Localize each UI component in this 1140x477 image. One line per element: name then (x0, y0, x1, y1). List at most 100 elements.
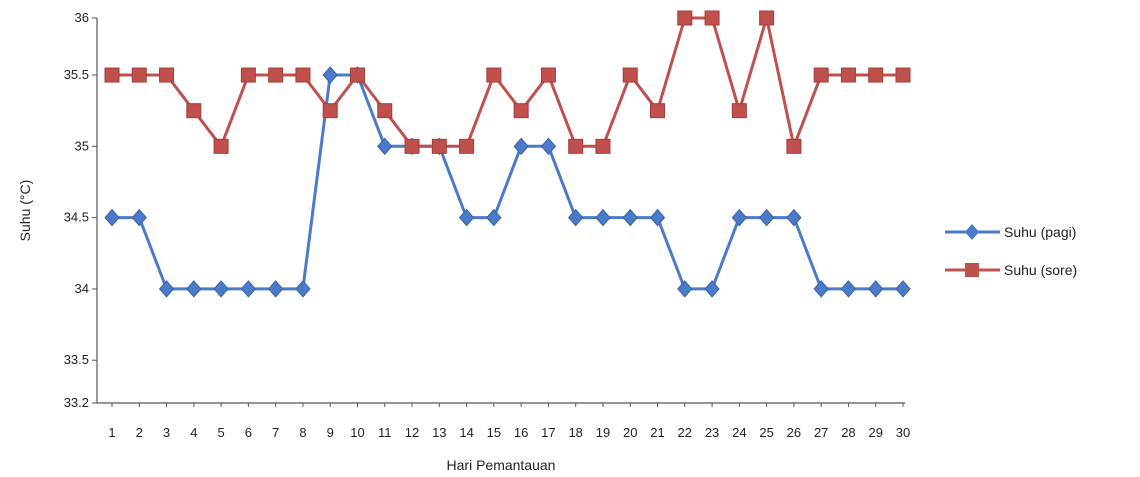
y-tick-label: 35.5 (64, 67, 89, 82)
data-point (731, 103, 747, 119)
x-tick-label: 12 (405, 425, 419, 440)
legend-label: Suhu (pagi) (1004, 224, 1076, 240)
data-point (131, 208, 147, 227)
data-point (104, 67, 120, 83)
data-point (322, 103, 338, 119)
data-point (186, 280, 202, 298)
data-point (758, 208, 775, 227)
data-point (213, 138, 229, 154)
data-point (513, 137, 529, 156)
data-point (704, 10, 720, 26)
x-tick-label: 23 (705, 425, 719, 440)
x-tick-label: 1 (108, 425, 115, 440)
data-point (349, 67, 365, 83)
data-point (458, 208, 475, 227)
x-tick-label: 16 (514, 425, 528, 440)
data-point (677, 280, 693, 298)
x-tick-label: 27 (814, 425, 828, 440)
data-point (322, 66, 338, 84)
x-tick-label: 5 (217, 425, 224, 440)
x-tick-label: 28 (841, 425, 855, 440)
series-line (112, 16, 903, 148)
data-point (158, 280, 175, 298)
y-axis-ticks: 33.2 33.5 34 34.5 35 35.5 36 (64, 10, 97, 410)
y-axis-label: Suhu (°C) (17, 180, 33, 242)
data-point (595, 208, 611, 227)
data-point (540, 137, 557, 156)
data-point (759, 10, 775, 26)
y-tick-label: 35 (75, 138, 89, 153)
data-point (840, 280, 857, 298)
data-point (622, 208, 638, 227)
data-point (486, 67, 502, 83)
data-point (404, 138, 420, 154)
data-point (622, 67, 638, 83)
data-point (595, 138, 611, 154)
data-point (104, 208, 120, 227)
series-layer (104, 10, 911, 298)
data-point (377, 137, 393, 156)
data-point (568, 208, 584, 227)
x-tick-label: 4 (190, 425, 197, 440)
data-point (786, 208, 802, 227)
x-tick-label: 18 (568, 425, 582, 440)
x-tick-label: 10 (350, 425, 364, 440)
x-tick-label: 8 (299, 425, 306, 440)
legend-label: Suhu (sore) (1004, 262, 1077, 278)
series-2 (104, 10, 911, 154)
data-point (650, 103, 666, 119)
x-axis-ticks: 1 2 3 4 5 6 7 8 9 10 11 12 13 14 15 16 17 18 19 20 21 22 23 24 2… (108, 403, 910, 440)
legend-item: Suhu (pagi) (945, 224, 1076, 240)
x-tick-label: 25 (759, 425, 773, 440)
data-point (486, 208, 502, 227)
data-point (813, 67, 829, 83)
data-point (159, 67, 175, 83)
x-tick-label: 30 (896, 425, 910, 440)
x-tick-label: 14 (459, 425, 473, 440)
x-tick-label: 21 (650, 425, 664, 440)
x-tick-label: 29 (868, 425, 882, 440)
x-tick-label: 24 (732, 425, 746, 440)
data-point (895, 280, 911, 298)
x-tick-label: 15 (487, 425, 501, 440)
data-point (213, 280, 229, 298)
data-point (267, 280, 284, 298)
x-tick-label: 26 (787, 425, 801, 440)
x-tick-label: 6 (245, 425, 252, 440)
data-point (895, 67, 911, 83)
data-point (649, 208, 666, 227)
data-point (813, 280, 829, 298)
data-point (840, 67, 856, 83)
x-tick-label: 7 (272, 425, 279, 440)
data-point (786, 138, 802, 154)
series-1 (104, 66, 911, 298)
y-tick-label: 33.5 (64, 352, 89, 367)
data-point (568, 138, 584, 154)
y-tick-label: 33.2 (64, 395, 89, 410)
data-point (295, 280, 311, 298)
x-tick-label: 13 (432, 425, 446, 440)
data-point (377, 103, 393, 119)
x-tick-label: 22 (678, 425, 692, 440)
x-tick-label: 9 (327, 425, 334, 440)
data-point (868, 67, 884, 83)
data-point (295, 67, 311, 83)
data-point (131, 67, 147, 83)
legend: Suhu (pagi) Suhu (sore) (945, 224, 1077, 278)
y-tick-label: 34.5 (64, 210, 89, 225)
x-tick-label: 2 (136, 425, 143, 440)
data-point (677, 10, 693, 26)
legend-item: Suhu (sore) (945, 262, 1077, 278)
data-point (513, 103, 529, 119)
data-point (704, 280, 720, 298)
x-tick-label: 20 (623, 425, 637, 440)
x-tick-label: 17 (541, 425, 555, 440)
y-tick-label: 36 (75, 10, 89, 25)
x-axis-label: Hari Pemantauan (447, 457, 556, 473)
data-point (186, 103, 202, 119)
legend-marker (965, 224, 979, 240)
data-point (540, 67, 556, 83)
x-tick-label: 3 (163, 425, 170, 440)
data-point (268, 67, 284, 83)
